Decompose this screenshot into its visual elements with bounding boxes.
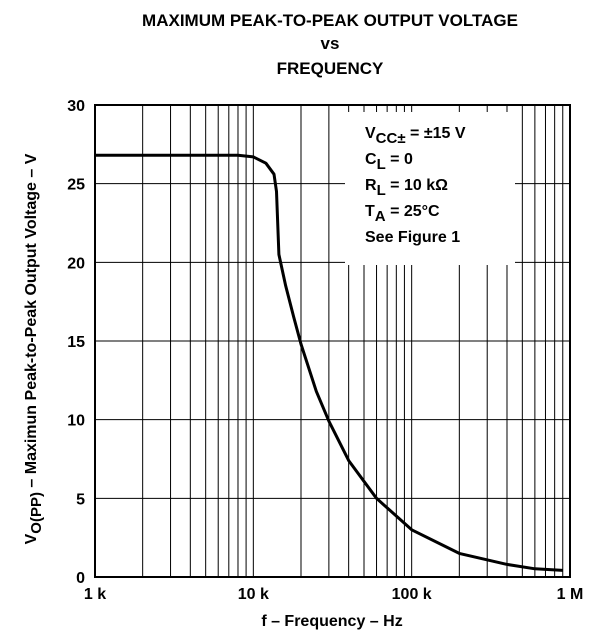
x-tick-label: 1 k	[84, 586, 106, 603]
y-tick-label: 25	[67, 177, 85, 194]
y-tick-label: 30	[67, 98, 85, 115]
annotation-text: = 0	[386, 151, 413, 168]
y-tick-label: 10	[67, 413, 85, 430]
y-tick-label: 15	[67, 334, 85, 351]
chart-title: FREQUENCY	[277, 59, 384, 78]
annotation: RL = 10 kΩ	[365, 177, 448, 199]
y-axis-label: VO(PP) – Maximun Peak-to-Peak Output Vol…	[23, 153, 45, 544]
annotation: VCC± = ±15 V	[365, 125, 466, 147]
x-axis-label: f – Frequency – Hz	[261, 613, 402, 630]
chart-title: MAXIMUM PEAK-TO-PEAK OUTPUT VOLTAGE	[142, 11, 518, 30]
data-line	[95, 153, 563, 572]
x-tick-label: 100 k	[392, 586, 432, 603]
y-tick-label: 20	[67, 255, 85, 272]
y-axis-label-subscript: O(PP)	[28, 492, 45, 534]
x-tick-label: 10 k	[238, 586, 269, 603]
y-tick-label: 0	[76, 570, 85, 587]
y-axis-label-text: V	[23, 533, 40, 544]
annotation-text: = 10 kΩ	[386, 177, 448, 194]
annotation-text: R	[365, 177, 377, 194]
annotation-text: = 25°C	[386, 203, 440, 220]
annotation-subscript: A	[375, 208, 386, 225]
annotation-subscript: L	[377, 156, 386, 173]
plot-frame	[94, 104, 571, 578]
annotation-subscript: CC±	[376, 130, 406, 147]
annotation-text: See Figure 1	[365, 229, 460, 246]
annotation-text: T	[365, 203, 375, 220]
annotation-text: C	[365, 151, 377, 168]
annotation: See Figure 1	[365, 229, 460, 246]
y-tick-label: 5	[76, 491, 85, 508]
x-tick-label: 1 M	[557, 586, 584, 603]
chart-title: vs	[321, 34, 340, 53]
annotation-text: V	[365, 125, 376, 142]
annotation: TA = 25°C	[365, 203, 440, 225]
annotation-text: = ±15 V	[406, 125, 466, 142]
annotation-subscript: L	[377, 182, 386, 199]
y-axis-label-text: – Maximun Peak-to-Peak Output Voltage – …	[23, 153, 40, 492]
annotation-box	[345, 112, 515, 265]
annotation: CL = 0	[365, 151, 413, 173]
